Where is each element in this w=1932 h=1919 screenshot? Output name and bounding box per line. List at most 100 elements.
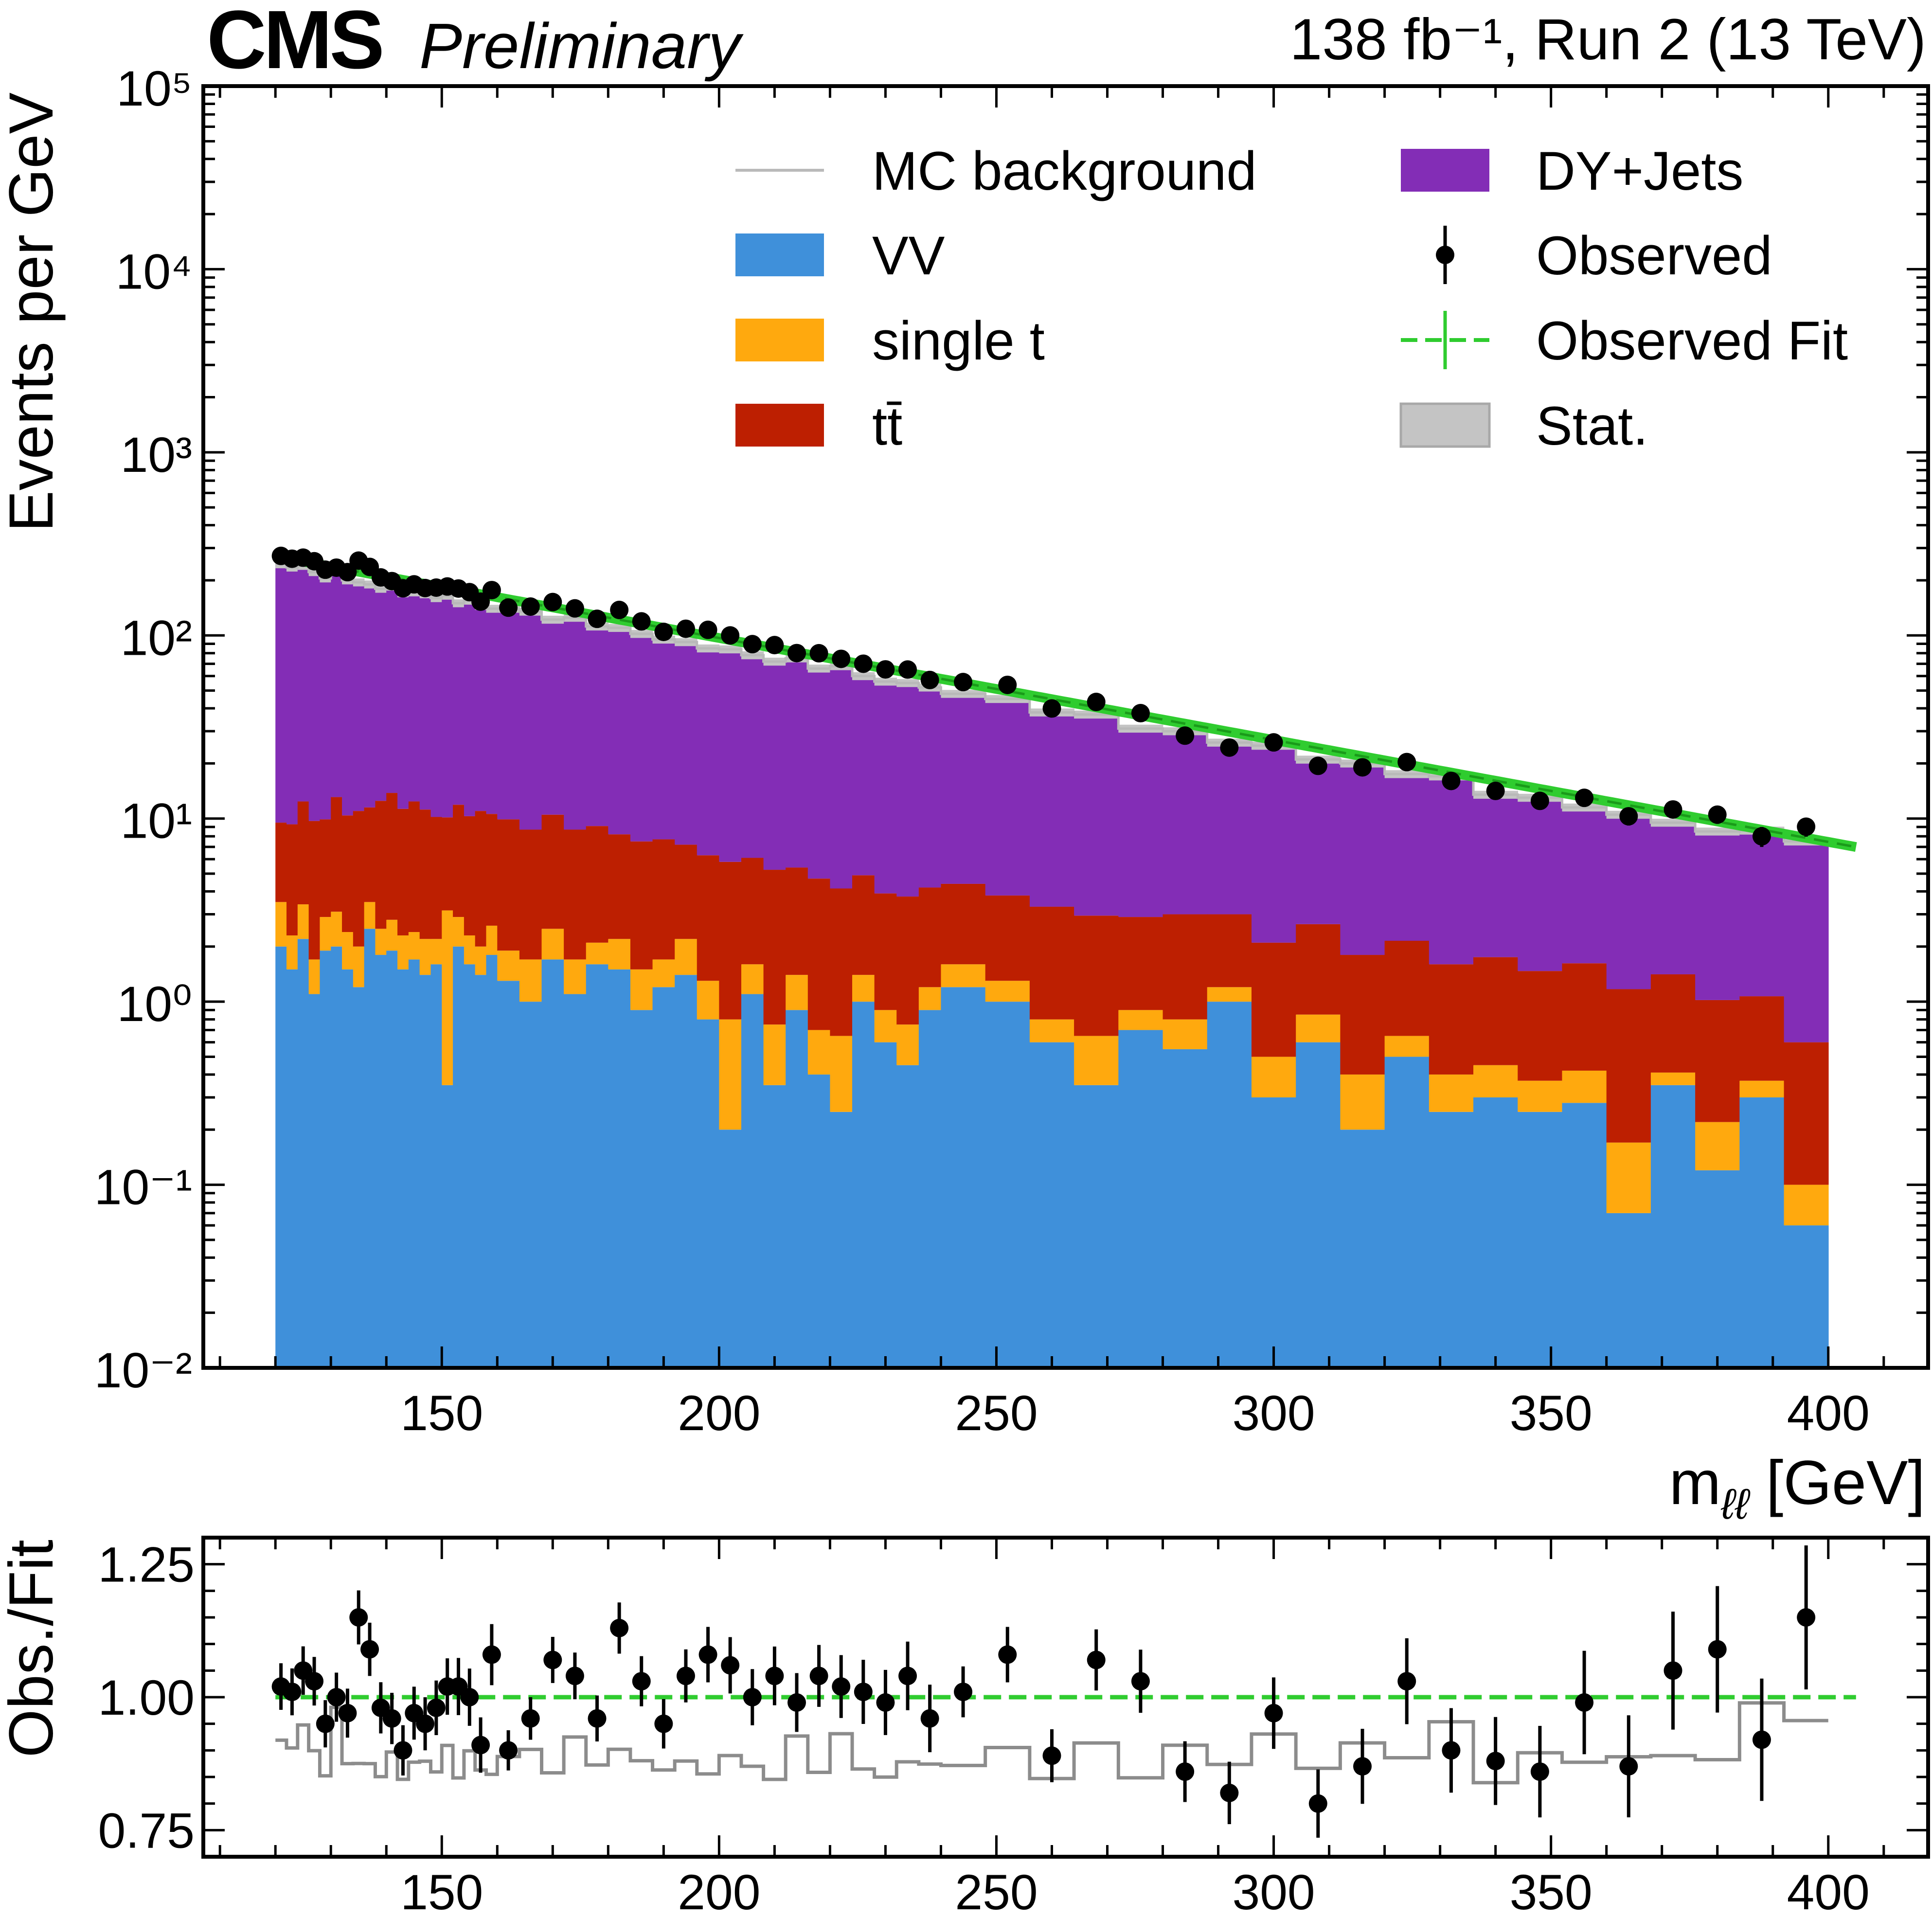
observed-point xyxy=(1575,789,1594,807)
ttbar-bar xyxy=(342,815,354,933)
observed-point xyxy=(1752,827,1771,846)
ttbar-bar xyxy=(1118,917,1163,1010)
ttbar-bar xyxy=(475,811,487,947)
vv-bar xyxy=(464,964,476,1368)
ttbar-bar xyxy=(786,867,808,975)
ttbar-bar xyxy=(408,801,420,933)
ratio-point xyxy=(1042,1746,1061,1765)
vv-bar xyxy=(1650,1085,1696,1368)
vv-bar xyxy=(497,981,520,1368)
vv-bar xyxy=(896,1065,919,1368)
ttbar-bar xyxy=(519,829,542,960)
ratio-point xyxy=(998,1645,1017,1664)
single-t-bar xyxy=(941,964,986,987)
ttbar-bar xyxy=(1473,957,1519,1065)
ratio-point xyxy=(721,1656,740,1675)
ttbar-bar xyxy=(807,879,831,1030)
y-axis-label: Events per GeV xyxy=(0,92,66,532)
vv-bar xyxy=(1473,1097,1519,1368)
ratio-point xyxy=(1752,1730,1771,1749)
vv-bar xyxy=(353,987,365,1368)
dy-bar xyxy=(475,606,487,811)
vv-bar xyxy=(419,975,431,1368)
ttbar-bar xyxy=(442,817,453,911)
single-t-bar xyxy=(652,959,675,987)
ttbar-bar xyxy=(1784,1042,1829,1185)
ttbar-bar xyxy=(1384,941,1430,1036)
dy-bar xyxy=(419,594,431,810)
legend-entry-stat: Stat. xyxy=(1399,395,1648,456)
ttbar-bar xyxy=(397,808,409,935)
single-t-bar xyxy=(497,951,520,981)
dy-bar xyxy=(719,649,742,862)
ratio-point xyxy=(316,1714,335,1733)
observed-point xyxy=(471,592,490,611)
ratio-y-axis-label: Obs./Fit xyxy=(0,1540,66,1758)
observed-point xyxy=(654,623,673,642)
ttbar-bar xyxy=(275,823,287,902)
observed-point xyxy=(1797,817,1816,836)
dy-bar xyxy=(275,564,287,823)
legend-entry-obs: Observed xyxy=(1436,225,1772,286)
vv-bar xyxy=(719,1130,742,1368)
single-t-bar xyxy=(297,904,309,939)
single-t-bar xyxy=(852,975,875,1002)
ttbar-bar xyxy=(1695,1000,1740,1122)
dy-bar xyxy=(286,567,298,825)
single-t-bar xyxy=(1695,1122,1740,1170)
observed-point xyxy=(1664,800,1682,819)
dy-bar xyxy=(1074,714,1119,916)
ttbar-bar xyxy=(286,824,298,935)
dy-bar xyxy=(464,600,476,816)
observed-point xyxy=(1264,733,1283,752)
dy-bar xyxy=(1429,776,1474,965)
single-t-bar xyxy=(1251,1057,1296,1097)
observed-point xyxy=(998,675,1017,694)
observed-point xyxy=(876,660,895,679)
ratio-point xyxy=(521,1709,540,1728)
ttbar-bar xyxy=(419,809,431,939)
y-tick-label: 10⁰ xyxy=(117,976,192,1032)
ratio-point xyxy=(588,1709,607,1728)
vv-bar xyxy=(1163,1049,1208,1368)
y-tick-label: 10⁻¹ xyxy=(94,1160,192,1215)
ttbar-bar xyxy=(541,814,564,929)
ttbar-bar xyxy=(697,855,720,981)
ratio-point xyxy=(1308,1794,1327,1813)
vv-bar xyxy=(342,969,354,1368)
legend-vv-swatch xyxy=(735,233,824,276)
ratio-point xyxy=(1619,1757,1638,1776)
vv-bar xyxy=(1296,1042,1341,1368)
vv-bar xyxy=(486,955,498,1368)
ratio-point xyxy=(382,1709,401,1728)
single-t-bar xyxy=(1296,1014,1341,1042)
single-t-bar xyxy=(807,1030,831,1075)
single-t-bar xyxy=(375,929,387,955)
ttbar-bar xyxy=(1340,955,1385,1075)
legend-tt-swatch xyxy=(735,404,824,447)
vv-bar xyxy=(430,964,443,1368)
dy-bar xyxy=(1384,774,1430,941)
ttbar-bar xyxy=(830,888,853,1036)
dy-bar xyxy=(541,619,564,815)
single-t-bar xyxy=(1118,1010,1163,1030)
dy-bar xyxy=(1562,807,1607,964)
observed-point xyxy=(338,563,357,582)
ttbar-bar xyxy=(486,814,498,926)
x-tick-label: 400 xyxy=(1787,1385,1870,1441)
observed-point xyxy=(1308,756,1327,775)
y-tick-label: 10⁵ xyxy=(116,61,192,116)
observed-point xyxy=(1176,726,1195,745)
dy-bar xyxy=(397,593,409,809)
dy-bar xyxy=(1163,731,1208,915)
vv-bar xyxy=(985,1002,1030,1368)
vv-bar xyxy=(830,1112,853,1368)
dy-bar xyxy=(353,582,365,811)
y-tick-label: 10² xyxy=(121,610,192,665)
legend-entry-fit: Observed Fit xyxy=(1401,310,1848,371)
ttbar-bar xyxy=(353,811,365,947)
ratio-point xyxy=(427,1698,446,1717)
ratio-point xyxy=(1131,1672,1150,1691)
ratio-point xyxy=(394,1741,412,1760)
observed-point xyxy=(588,610,607,628)
